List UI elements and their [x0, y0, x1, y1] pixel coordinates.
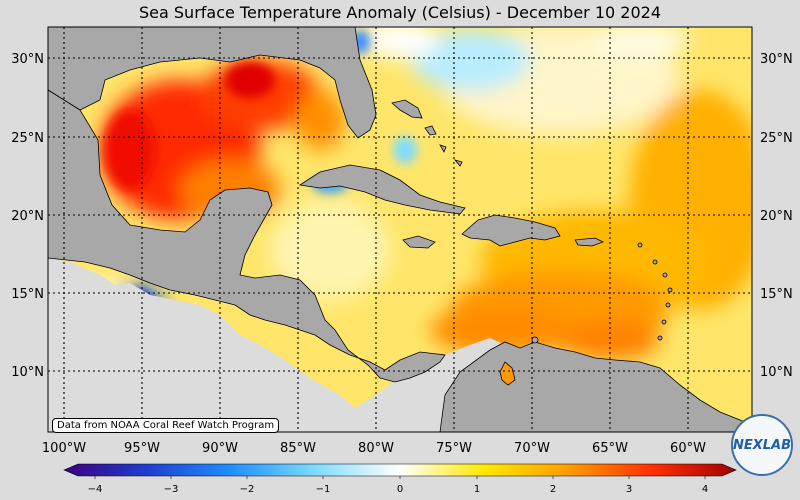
colorbar-tick-label: 4	[702, 484, 708, 495]
map-title: Sea Surface Temperature Anomaly (Celsius…	[139, 3, 661, 22]
lon-label: 65°W	[592, 441, 628, 456]
colorbar-tick-label: 2	[550, 484, 556, 495]
lon-label: 85°W	[280, 441, 316, 456]
map-frame	[47, 26, 753, 433]
lon-label: 70°W	[514, 441, 550, 456]
lon-label: 90°W	[202, 441, 238, 456]
logo-text: NEXLAB	[732, 437, 792, 453]
colorbar-ramp	[63, 463, 737, 477]
lat-label-right: 30°N	[760, 52, 793, 67]
lat-label-right: 15°N	[760, 287, 793, 302]
data-attribution: Data from NOAA Coral Reef Watch Program	[52, 418, 280, 433]
colorbar-tick-label: 3	[626, 484, 632, 495]
latitude-labels-right: 30°N 25°N 20°N 15°N 10°N	[760, 52, 793, 380]
colorbar: −4 −3 −2 −1 0 1 2 3 4	[63, 463, 737, 495]
lat-label-right: 20°N	[760, 209, 793, 224]
lat-label-left: 20°N	[11, 209, 44, 224]
colorbar-tick-label: −2	[240, 484, 255, 495]
colorbar-tick-label: −3	[164, 484, 179, 495]
lon-label: 80°W	[358, 441, 394, 456]
lat-label-left: 30°N	[11, 52, 44, 67]
colorbar-tick-label: 0	[397, 484, 403, 495]
nexlab-logo: NEXLAB	[731, 414, 793, 476]
latitude-labels-left: 30°N 25°N 20°N 15°N 10°N	[11, 52, 44, 380]
graticule	[48, 27, 752, 432]
lat-label-right: 10°N	[760, 365, 793, 380]
lon-label: 95°W	[124, 441, 160, 456]
lat-label-left: 15°N	[11, 287, 44, 302]
lat-label-right: 25°N	[760, 131, 793, 146]
lat-label-left: 10°N	[11, 365, 44, 380]
colorbar-tick-label: −1	[316, 484, 331, 495]
lon-label: 75°W	[436, 441, 472, 456]
land-masses	[48, 27, 752, 432]
colorbar-tick-label: −4	[88, 484, 103, 495]
longitude-labels: 100°W 95°W 90°W 85°W 80°W 75°W 70°W 65°W…	[42, 441, 706, 456]
lon-label: 100°W	[42, 441, 86, 456]
colorbar-tick-label: 1	[474, 484, 480, 495]
lon-label: 60°W	[670, 441, 706, 456]
lat-label-left: 25°N	[11, 131, 44, 146]
